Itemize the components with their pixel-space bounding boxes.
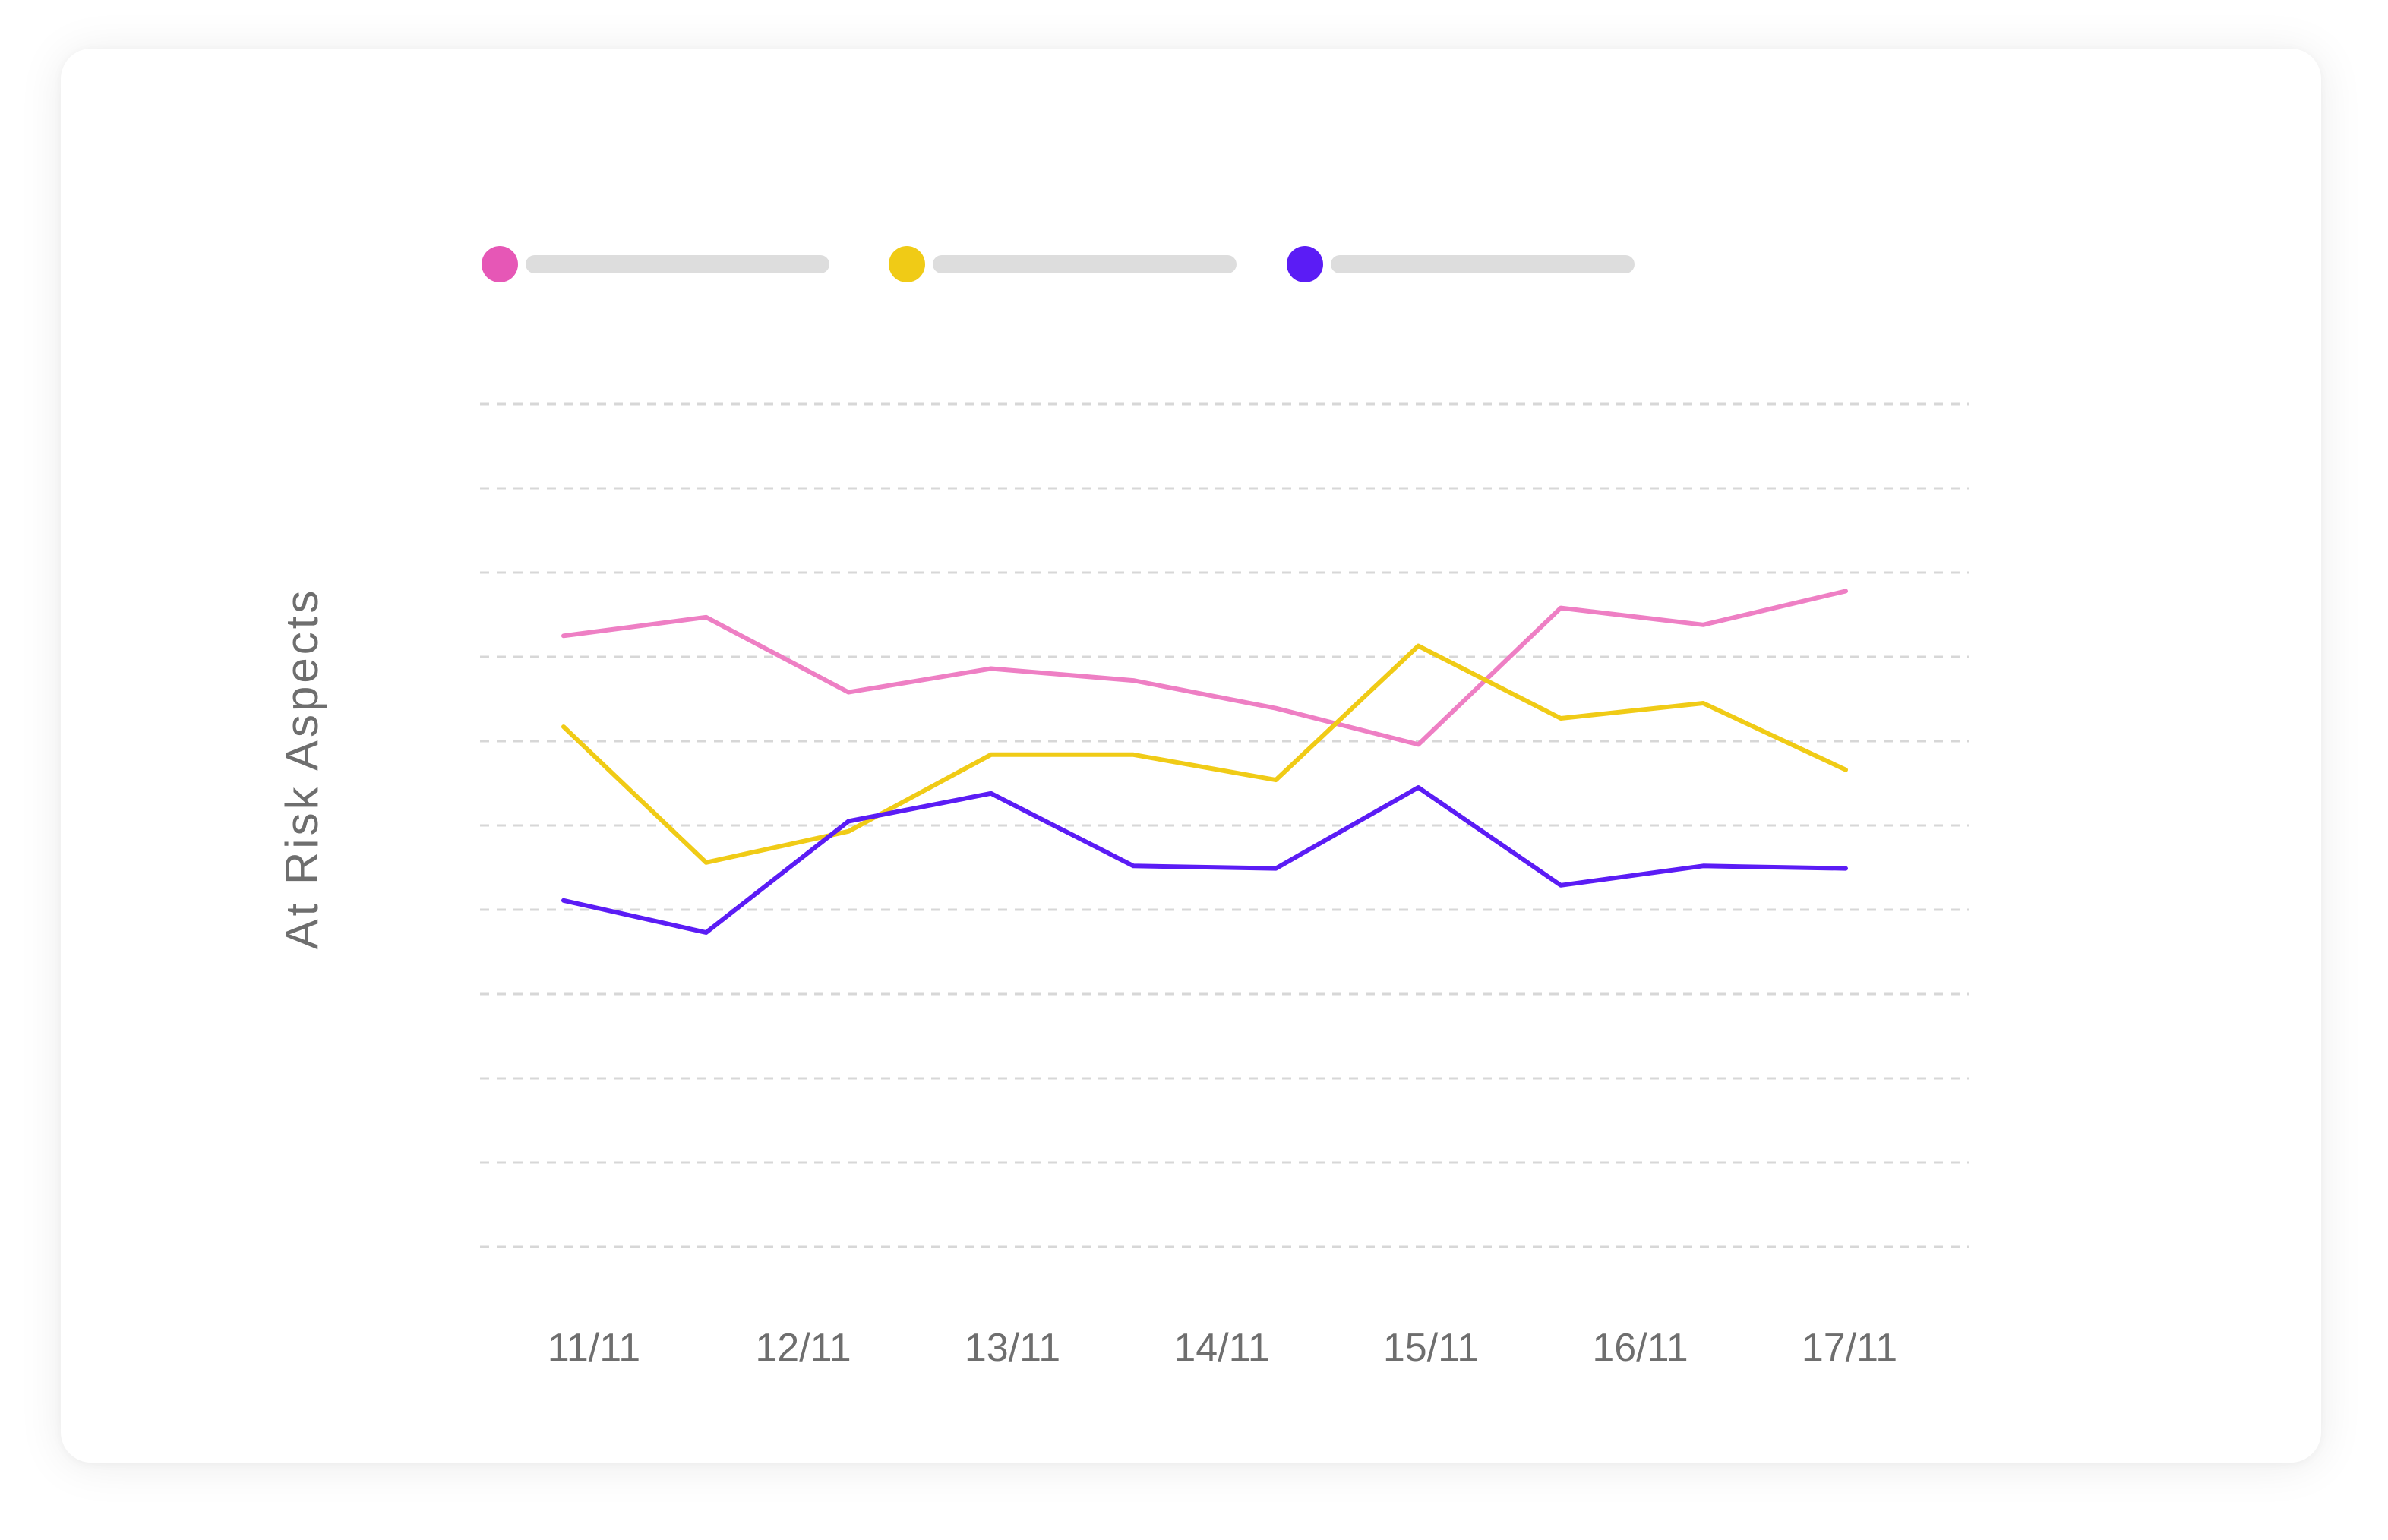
x-tick-label: 17/11 [1802, 1326, 1897, 1370]
gridlines [480, 402, 1969, 1248]
legend-label-placeholder-2 [933, 255, 1237, 273]
legend-marker-2 [889, 246, 925, 282]
x-tick-label: 12/11 [755, 1326, 851, 1370]
x-tick-label: 15/11 [1383, 1326, 1479, 1370]
series-line-1 [561, 589, 1848, 747]
chart-card [61, 49, 2321, 1463]
x-axis-tick-labels: 11/11 12/11 13/11 14/11 15/11 16/11 17/11 [548, 1326, 1897, 1370]
series-lines [561, 589, 1848, 935]
x-tick-label: 13/11 [965, 1326, 1060, 1370]
legend [482, 246, 1635, 282]
legend-marker-1 [482, 246, 518, 282]
series-line-2 [561, 643, 1848, 865]
legend-label-placeholder-3 [1331, 255, 1635, 273]
y-axis-title: At Risk Aspects [276, 588, 327, 950]
legend-marker-3 [1287, 246, 1323, 282]
legend-label-placeholder-1 [526, 255, 829, 273]
x-tick-label: 14/11 [1173, 1326, 1269, 1370]
series-line-3 [561, 785, 1848, 935]
x-tick-label: 16/11 [1592, 1326, 1688, 1370]
x-tick-label: 11/11 [548, 1326, 640, 1370]
